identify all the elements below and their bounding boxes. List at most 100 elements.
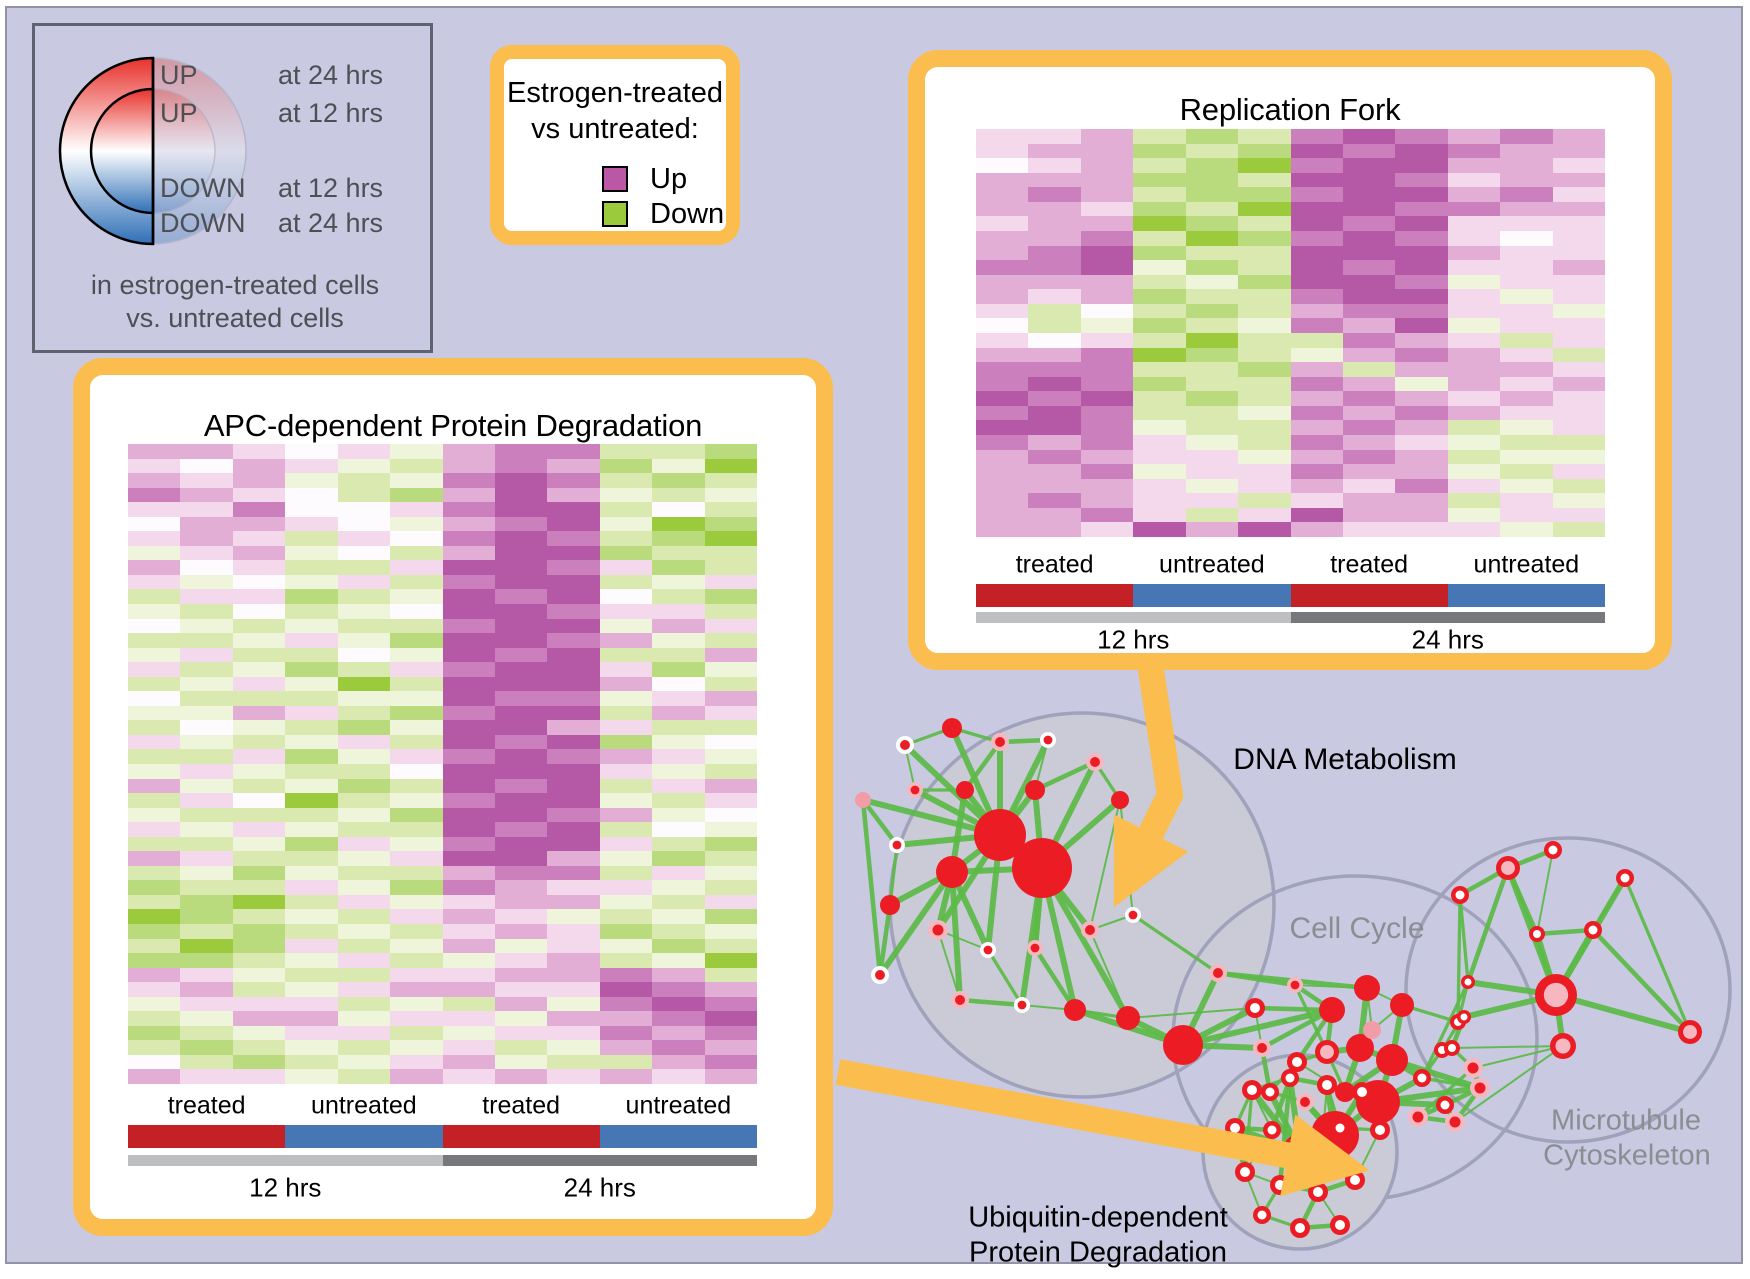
heatmap-cell [285, 720, 338, 735]
dna-metabolism-label: DNA Metabolism [1233, 743, 1457, 776]
heatmap-cell [128, 793, 181, 808]
group-label-untreated-1: untreated [1159, 550, 1265, 579]
heatmap-cell [1342, 260, 1396, 275]
heatmap-cell [494, 938, 548, 954]
heatmap-cell [337, 836, 391, 852]
heatmap-cell [337, 502, 391, 517]
heatmap-cell [1080, 245, 1134, 261]
heatmap-cell [1342, 478, 1396, 494]
heatmap-cell [442, 487, 495, 503]
heatmap-cell [128, 822, 181, 837]
network-edge [959, 997, 1023, 1008]
heatmap-cell [285, 894, 338, 910]
heatmap-cell [1447, 405, 1501, 421]
heatmap-cell [494, 793, 548, 808]
network-edge [1454, 1045, 1564, 1123]
heatmap-cell [1080, 347, 1134, 363]
heatmap-cell [442, 938, 495, 954]
heatmap-cell [599, 924, 653, 939]
heatmap-cell [494, 604, 548, 619]
heatmap-cell [599, 444, 653, 459]
heatmap-cell [1028, 230, 1081, 246]
heatmap-cell [442, 851, 495, 866]
heatmap-cell [285, 516, 338, 532]
heatmap-cell [180, 793, 233, 808]
heatmap-cell [704, 982, 757, 997]
heatmap-cell [1080, 318, 1134, 333]
time-label-12hrs: 12 hrs [1097, 624, 1170, 655]
estrogen-legend-title-line2: vs untreated: [531, 113, 699, 145]
heatmap-cell [1028, 522, 1081, 537]
heatmap-cell [180, 909, 233, 924]
heatmap-cell [1133, 260, 1186, 275]
heatmap-cell [1185, 507, 1239, 523]
gene-node-pr [951, 991, 969, 1009]
heatmap-cell [652, 574, 705, 590]
heatmap-cell [337, 894, 391, 910]
heatmap-cell [1185, 303, 1239, 319]
heatmap-cell [1552, 478, 1605, 494]
heatmap-cell [232, 1025, 286, 1041]
heatmap-cell [232, 793, 286, 808]
heatmap-cell [1185, 260, 1239, 275]
group-label-treated-2: treated [1330, 550, 1409, 579]
heatmap-cell [1185, 143, 1239, 159]
heatmap-cell [128, 924, 181, 939]
heatmap-cell [1342, 464, 1396, 479]
heatmap-cell [1552, 187, 1605, 202]
heatmap-cell [547, 647, 600, 663]
heatmap-cell [232, 894, 286, 910]
heatmap-cell [1290, 347, 1343, 363]
heatmap-cell [1552, 129, 1605, 144]
gene-node-s [1025, 780, 1045, 800]
heatmap-cell [976, 260, 1029, 275]
network-edge [877, 904, 893, 976]
heatmap-cell [704, 604, 757, 619]
heatmap-cell [232, 545, 286, 561]
heatmap-cell [232, 1040, 286, 1055]
heatmap-cell [337, 749, 391, 764]
heatmap-cell [1238, 522, 1291, 537]
network-edge [1034, 759, 1096, 793]
heatmap-cell [547, 953, 600, 968]
bar-24hrs [1290, 612, 1605, 623]
gene-node-s [1354, 975, 1380, 1001]
heatmap-cell [1185, 405, 1239, 421]
gene-node-pr [1081, 921, 1099, 939]
heatmap-cell [599, 502, 653, 517]
heatmap-cell [704, 720, 757, 735]
heatmap-cell [442, 894, 495, 910]
heatmap-cell [442, 924, 495, 939]
heatmap-cell [1500, 464, 1553, 479]
heatmap-cell [232, 1011, 286, 1026]
network-edge [1416, 1066, 1475, 1119]
heatmap-cell [1552, 464, 1605, 479]
heatmap-cell [1290, 172, 1343, 188]
heatmap-cell [1342, 158, 1396, 173]
heatmap-cell [337, 618, 391, 634]
heatmap-cell [1133, 289, 1186, 304]
heatmap-cell [285, 982, 338, 997]
time-label-24hrs: 24 hrs [563, 1172, 636, 1203]
heatmap-cell [128, 444, 181, 459]
heatmap-cell [599, 1040, 653, 1055]
heatmap-cell [704, 560, 757, 575]
gene-node-d [1457, 1010, 1471, 1024]
heatmap-cell [442, 676, 495, 692]
heatmap-cell [704, 807, 757, 823]
heatmap-cell [1133, 478, 1186, 494]
heatmap-cell [1080, 391, 1134, 406]
heatmap-cell [704, 444, 757, 459]
heatmap-cell [1080, 464, 1134, 479]
heatmap-cell [390, 560, 443, 575]
heatmap-cell [599, 793, 653, 808]
heatmap-cell [547, 1025, 600, 1041]
heatmap-cell [494, 807, 548, 823]
up-24-label: UP [160, 60, 198, 90]
heatmap-cell [547, 996, 600, 1012]
heatmap-cell [390, 531, 443, 546]
heatmap-cell [1342, 129, 1396, 144]
heatmap-cell [1133, 507, 1186, 523]
down-12-label: DOWN [160, 173, 246, 203]
heatmap-cell [547, 1069, 600, 1084]
